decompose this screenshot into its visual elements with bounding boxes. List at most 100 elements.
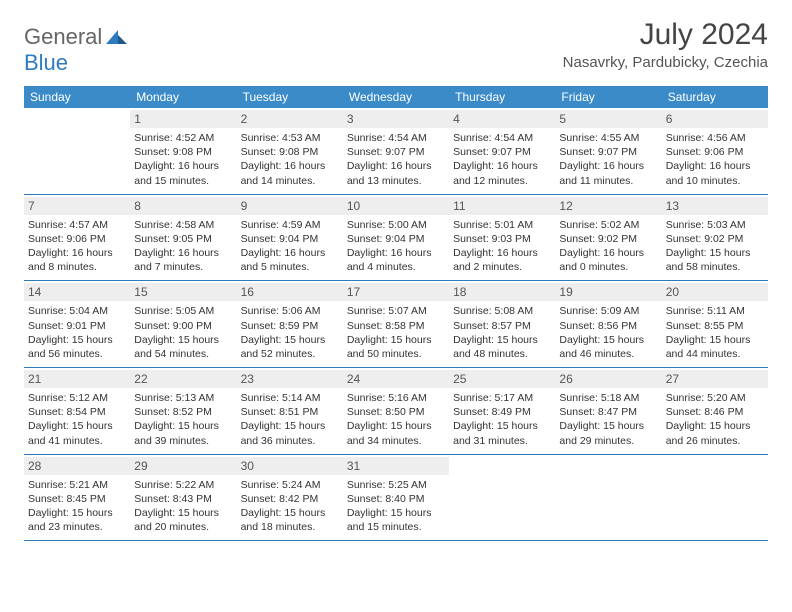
calendar-cell: 8 Sunrise: 4:58 AMSunset: 9:05 PMDaylight… (130, 194, 236, 281)
day-number: 11 (449, 197, 555, 215)
day-details: Sunrise: 5:20 AMSunset: 8:46 PMDaylight:… (666, 391, 764, 448)
day-details: Sunrise: 5:00 AMSunset: 9:04 PMDaylight:… (347, 218, 445, 275)
calendar-cell: 15 Sunrise: 5:05 AMSunset: 9:00 PMDayligh… (130, 281, 236, 368)
calendar-week-row: 28 Sunrise: 5:21 AMSunset: 8:45 PMDayligh… (24, 454, 768, 541)
logo-text-general: General (24, 24, 102, 49)
day-details: Sunrise: 5:06 AMSunset: 8:59 PMDaylight:… (241, 304, 339, 361)
calendar-cell: 5 Sunrise: 4:55 AMSunset: 9:07 PMDaylight… (555, 108, 661, 194)
day-details: Sunrise: 4:58 AMSunset: 9:05 PMDaylight:… (134, 218, 232, 275)
day-number: 21 (24, 370, 130, 388)
day-details: Sunrise: 4:59 AMSunset: 9:04 PMDaylight:… (241, 218, 339, 275)
day-details: Sunrise: 4:54 AMSunset: 9:07 PMDaylight:… (453, 131, 551, 188)
calendar-week-row: 14 Sunrise: 5:04 AMSunset: 9:01 PMDayligh… (24, 281, 768, 368)
calendar-cell: 9Sunrise: 4:59 AMSunset: 9:04 PMDaylight… (237, 194, 343, 281)
weekday-header: Wednesday (343, 86, 449, 108)
day-number: 8 (130, 197, 236, 215)
day-number: 23 (237, 370, 343, 388)
weekday-header: Sunday (24, 86, 130, 108)
day-details: Sunrise: 5:24 AMSunset: 8:42 PMDaylight:… (241, 478, 339, 535)
weekday-header: Friday (555, 86, 661, 108)
calendar-cell: 16 Sunrise: 5:06 AMSunset: 8:59 PMDayligh… (237, 281, 343, 368)
day-details: Sunrise: 5:05 AMSunset: 9:00 PMDaylight:… (134, 304, 232, 361)
day-number: 14 (24, 283, 130, 301)
day-number: 16 (237, 283, 343, 301)
day-number: 29 (130, 457, 236, 475)
calendar-cell: 30 Sunrise: 5:24 AMSunset: 8:42 PMDayligh… (237, 454, 343, 541)
weekday-header: Monday (130, 86, 236, 108)
calendar-cell: 3 Sunrise: 4:54 AMSunset: 9:07 PMDaylight… (343, 108, 449, 194)
calendar-week-row: 1 Sunrise: 4:52 AMSunset: 9:08 PMDaylight… (24, 108, 768, 194)
calendar-cell: 7 Sunrise: 4:57 AMSunset: 9:06 PMDaylight… (24, 194, 130, 281)
title-block: July 2024 Nasavrky, Pardubicky, Czechia (563, 18, 768, 71)
day-number: 18 (449, 283, 555, 301)
day-number: 28 (24, 457, 130, 475)
day-number: 22 (130, 370, 236, 388)
day-details: Sunrise: 5:09 AMSunset: 8:56 PMDaylight:… (559, 304, 657, 361)
day-details: Sunrise: 5:17 AMSunset: 8:49 PMDaylight:… (453, 391, 551, 448)
day-number: 1 (130, 110, 236, 128)
day-details: Sunrise: 4:53 AMSunset: 9:08 PMDaylight:… (241, 131, 339, 188)
day-number: 26 (555, 370, 661, 388)
calendar-cell: 19 Sunrise: 5:09 AMSunset: 8:56 PMDayligh… (555, 281, 661, 368)
day-number: 7 (24, 197, 130, 215)
calendar-table: SundayMondayTuesdayWednesdayThursdayFrid… (24, 86, 768, 541)
day-number: 30 (237, 457, 343, 475)
day-details: Sunrise: 4:57 AMSunset: 9:06 PMDaylight:… (28, 218, 126, 275)
calendar-cell (662, 454, 768, 541)
day-number: 3 (343, 110, 449, 128)
day-details: Sunrise: 5:25 AMSunset: 8:40 PMDaylight:… (347, 478, 445, 535)
calendar-cell: 18 Sunrise: 5:08 AMSunset: 8:57 PMDayligh… (449, 281, 555, 368)
day-details: Sunrise: 5:21 AMSunset: 8:45 PMDaylight:… (28, 478, 126, 535)
day-details: Sunrise: 5:07 AMSunset: 8:58 PMDaylight:… (347, 304, 445, 361)
calendar-cell: 26Sunrise: 5:18 AMSunset: 8:47 PMDayligh… (555, 368, 661, 455)
day-number: 24 (343, 370, 449, 388)
calendar-cell: 4 Sunrise: 4:54 AMSunset: 9:07 PMDaylight… (449, 108, 555, 194)
calendar-cell: 20 Sunrise: 5:11 AMSunset: 8:55 PMDayligh… (662, 281, 768, 368)
calendar-cell: 27Sunrise: 5:20 AMSunset: 8:46 PMDayligh… (662, 368, 768, 455)
header: GeneralBlue July 2024 Nasavrky, Pardubic… (24, 18, 768, 76)
logo: GeneralBlue (24, 18, 128, 76)
day-number: 20 (662, 283, 768, 301)
weekday-header-row: SundayMondayTuesdayWednesdayThursdayFrid… (24, 86, 768, 108)
calendar-cell: 13Sunrise: 5:03 AMSunset: 9:02 PMDayligh… (662, 194, 768, 281)
calendar-cell: 2 Sunrise: 4:53 AMSunset: 9:08 PMDaylight… (237, 108, 343, 194)
day-details: Sunrise: 5:04 AMSunset: 9:01 PMDaylight:… (28, 304, 126, 361)
day-details: Sunrise: 5:16 AMSunset: 8:50 PMDaylight:… (347, 391, 445, 448)
day-number: 10 (343, 197, 449, 215)
day-number: 15 (130, 283, 236, 301)
calendar-cell: 29 Sunrise: 5:22 AMSunset: 8:43 PMDayligh… (130, 454, 236, 541)
day-number: 4 (449, 110, 555, 128)
day-details: Sunrise: 5:01 AMSunset: 9:03 PMDaylight:… (453, 218, 551, 275)
calendar-cell (24, 108, 130, 194)
logo-text-blue: Blue (24, 50, 68, 75)
logo-triangle-icon (106, 24, 128, 49)
day-details: Sunrise: 5:14 AMSunset: 8:51 PMDaylight:… (241, 391, 339, 448)
day-details: Sunrise: 5:08 AMSunset: 8:57 PMDaylight:… (453, 304, 551, 361)
day-details: Sunrise: 5:11 AMSunset: 8:55 PMDaylight:… (666, 304, 764, 361)
day-number: 5 (555, 110, 661, 128)
calendar-cell: 22Sunrise: 5:13 AMSunset: 8:52 PMDayligh… (130, 368, 236, 455)
day-details: Sunrise: 4:56 AMSunset: 9:06 PMDaylight:… (666, 131, 764, 188)
calendar-cell: 28 Sunrise: 5:21 AMSunset: 8:45 PMDayligh… (24, 454, 130, 541)
calendar-cell (449, 454, 555, 541)
day-number: 17 (343, 283, 449, 301)
calendar-cell: 14 Sunrise: 5:04 AMSunset: 9:01 PMDayligh… (24, 281, 130, 368)
day-number: 19 (555, 283, 661, 301)
day-details: Sunrise: 4:54 AMSunset: 9:07 PMDaylight:… (347, 131, 445, 188)
day-number: 25 (449, 370, 555, 388)
calendar-cell: 23 Sunrise: 5:14 AMSunset: 8:51 PMDayligh… (237, 368, 343, 455)
day-details: Sunrise: 4:55 AMSunset: 9:07 PMDaylight:… (559, 131, 657, 188)
day-number: 2 (237, 110, 343, 128)
calendar-cell: 1 Sunrise: 4:52 AMSunset: 9:08 PMDaylight… (130, 108, 236, 194)
day-details: Sunrise: 4:52 AMSunset: 9:08 PMDaylight:… (134, 131, 232, 188)
calendar-cell: 25 Sunrise: 5:17 AMSunset: 8:49 PMDayligh… (449, 368, 555, 455)
calendar-cell: 10 Sunrise: 5:00 AMSunset: 9:04 PMDayligh… (343, 194, 449, 281)
day-number: 6 (662, 110, 768, 128)
calendar-week-row: 21Sunrise: 5:12 AMSunset: 8:54 PMDayligh… (24, 368, 768, 455)
calendar-cell: 6 Sunrise: 4:56 AMSunset: 9:06 PMDaylight… (662, 108, 768, 194)
day-details: Sunrise: 5:03 AMSunset: 9:02 PMDaylight:… (666, 218, 764, 275)
day-number: 31 (343, 457, 449, 475)
weekday-header: Saturday (662, 86, 768, 108)
month-title: July 2024 (563, 18, 768, 52)
day-details: Sunrise: 5:22 AMSunset: 8:43 PMDaylight:… (134, 478, 232, 535)
